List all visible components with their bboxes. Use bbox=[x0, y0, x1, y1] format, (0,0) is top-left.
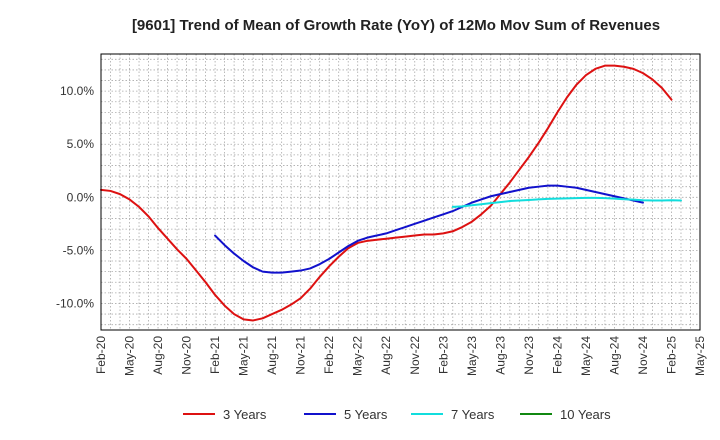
series-line-5-years bbox=[214, 184, 644, 274]
grid-lines bbox=[101, 54, 700, 330]
x-tick-label: May-23 bbox=[465, 336, 479, 376]
x-tick-label: Feb-24 bbox=[550, 336, 564, 374]
legend: 3 Years 5 Years 7 Years 10 Years bbox=[183, 407, 611, 422]
x-tick-label: May-25 bbox=[693, 336, 707, 376]
y-axis-tick-labels: -10.0% -5.0% 0.0% 5.0% 10.0% bbox=[56, 84, 94, 310]
x-tick-label: Aug-23 bbox=[493, 336, 507, 375]
x-tick-label: Aug-22 bbox=[379, 336, 393, 375]
x-tick-label: Feb-23 bbox=[436, 336, 450, 374]
y-tick-label: 0.0% bbox=[67, 190, 95, 204]
x-tick-label: Nov-20 bbox=[180, 336, 194, 375]
legend-label: 3 Years bbox=[223, 407, 267, 422]
x-tick-label: Aug-24 bbox=[607, 336, 621, 375]
y-tick-label: 10.0% bbox=[60, 84, 94, 98]
x-tick-label: May-21 bbox=[237, 336, 251, 376]
series-line-7-years bbox=[451, 196, 682, 208]
legend-label: 5 Years bbox=[344, 407, 388, 422]
x-tick-label: Nov-24 bbox=[636, 336, 650, 375]
y-tick-label: -10.0% bbox=[56, 296, 94, 310]
series-line-3-years bbox=[100, 64, 673, 322]
x-tick-label: Feb-25 bbox=[664, 336, 678, 374]
plot-area bbox=[101, 54, 700, 330]
x-tick-label: Nov-23 bbox=[522, 336, 536, 375]
y-tick-label: -5.0% bbox=[63, 243, 95, 257]
legend-label: 10 Years bbox=[560, 407, 611, 422]
x-tick-label: Feb-21 bbox=[208, 336, 222, 374]
x-tick-label: Feb-22 bbox=[322, 336, 336, 374]
x-tick-label: Nov-22 bbox=[408, 336, 422, 375]
x-tick-label: May-20 bbox=[123, 336, 137, 376]
y-tick-label: 5.0% bbox=[67, 137, 95, 151]
x-tick-label: Aug-20 bbox=[151, 336, 165, 375]
x-tick-label: May-24 bbox=[579, 336, 593, 376]
x-tick-label: Nov-21 bbox=[294, 336, 308, 375]
x-tick-label: Aug-21 bbox=[265, 336, 279, 375]
chart-title: [9601] Trend of Mean of Growth Rate (YoY… bbox=[132, 17, 660, 34]
x-tick-label: May-22 bbox=[351, 336, 365, 376]
legend-label: 7 Years bbox=[451, 407, 495, 422]
x-axis-tick-labels: Feb-20 May-20 Aug-20 Nov-20 Feb-21 May-21 Aug-… bbox=[94, 336, 707, 376]
series-lines bbox=[100, 64, 682, 322]
x-tick-label: Feb-20 bbox=[94, 336, 108, 374]
plot-frame bbox=[100, 53, 701, 331]
